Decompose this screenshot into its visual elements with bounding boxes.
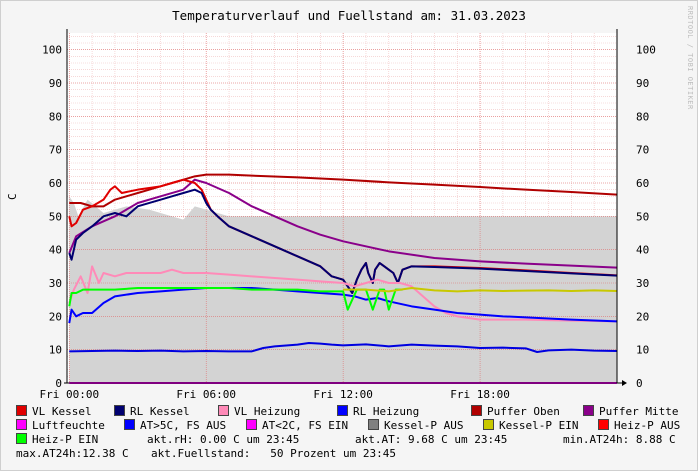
chart-title: Temperaturverlauf und Fuellstand am: 31.… bbox=[172, 8, 526, 23]
y-tick-label: 10 bbox=[49, 344, 62, 357]
rrdtool-watermark: RRDTOOL / TOBI OETIKER bbox=[686, 6, 694, 110]
y-tick-label-right: 80 bbox=[636, 110, 649, 123]
x-axis-arrow bbox=[622, 380, 627, 386]
y-tick-label: 20 bbox=[49, 310, 62, 323]
y-tick-label-right: 100 bbox=[636, 44, 656, 57]
y-tick-label: 90 bbox=[49, 77, 62, 90]
y-tick-label-right: 0 bbox=[636, 377, 643, 390]
y-tick-label-right: 30 bbox=[636, 277, 649, 290]
y-tick-label: 70 bbox=[49, 144, 62, 157]
y-tick-label: 80 bbox=[49, 110, 62, 123]
y-tick-label: 0 bbox=[55, 377, 62, 390]
y-tick-label: 40 bbox=[49, 244, 62, 257]
x-tick-label: Fri 18:00 bbox=[450, 388, 510, 401]
y-tick-label-right: 20 bbox=[636, 310, 649, 323]
series-line bbox=[68, 287, 618, 324]
y-tick-label-right: 90 bbox=[636, 77, 649, 90]
y-tick-label-right: 40 bbox=[636, 244, 649, 257]
series-line bbox=[69, 342, 618, 353]
y-tick-label: 100 bbox=[42, 44, 62, 57]
series-line bbox=[68, 265, 618, 323]
x-tick-label: Fri 00:00 bbox=[39, 388, 99, 401]
x-tick-label: Fri 06:00 bbox=[176, 388, 236, 401]
x-tick-label: Fri 12:00 bbox=[313, 388, 373, 401]
series-line bbox=[69, 173, 618, 208]
series-line bbox=[68, 188, 618, 294]
series-line bbox=[343, 287, 618, 293]
y-tick-label: 30 bbox=[49, 277, 62, 290]
y-tick-label-right: 50 bbox=[636, 210, 649, 223]
y-tick-label-right: 70 bbox=[636, 144, 649, 157]
series-line bbox=[68, 178, 618, 269]
y-tick-label-right: 60 bbox=[636, 177, 649, 190]
y-tick-label-right: 10 bbox=[636, 344, 649, 357]
y-tick-label: 50 bbox=[49, 210, 62, 223]
y-tick-label: 60 bbox=[49, 177, 62, 190]
